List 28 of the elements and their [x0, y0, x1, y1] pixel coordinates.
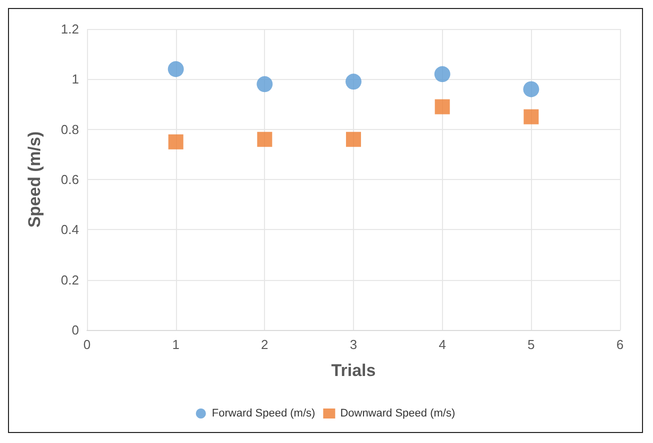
point — [434, 66, 450, 82]
y-tick-label: 1.2 — [60, 22, 79, 36]
point — [168, 61, 184, 78]
point — [346, 74, 362, 90]
point — [256, 76, 273, 92]
x-tick-label: 0 — [83, 337, 91, 352]
x-tick-label: 3 — [350, 337, 358, 352]
y-axis-title: Speed (m/s) — [25, 131, 44, 228]
y-tick-label: 0.8 — [60, 122, 79, 137]
x-tick-label: 4 — [438, 337, 446, 352]
y-tick-label: 0.6 — [60, 172, 79, 187]
point — [346, 132, 361, 147]
x-tick-label: 6 — [616, 337, 624, 352]
x-tick-label: 1 — [172, 337, 180, 352]
point — [434, 99, 450, 114]
point — [524, 109, 539, 124]
y-tick-label: 0.4 — [60, 222, 79, 238]
legend-label: Downward Speed (m/s) — [340, 408, 456, 420]
x-axis-title: Trials — [331, 361, 376, 380]
y-tick-label: 1 — [72, 72, 79, 87]
x-tick-label: 5 — [528, 337, 535, 352]
legend-label: Forward Speed (m/s) — [212, 408, 316, 420]
x-tick-label: 2 — [261, 337, 268, 352]
point — [168, 134, 184, 150]
y-tick-label: 0 — [72, 322, 79, 338]
y-tick-label: 0.2 — [60, 272, 79, 288]
point — [257, 132, 272, 147]
point — [523, 81, 540, 98]
